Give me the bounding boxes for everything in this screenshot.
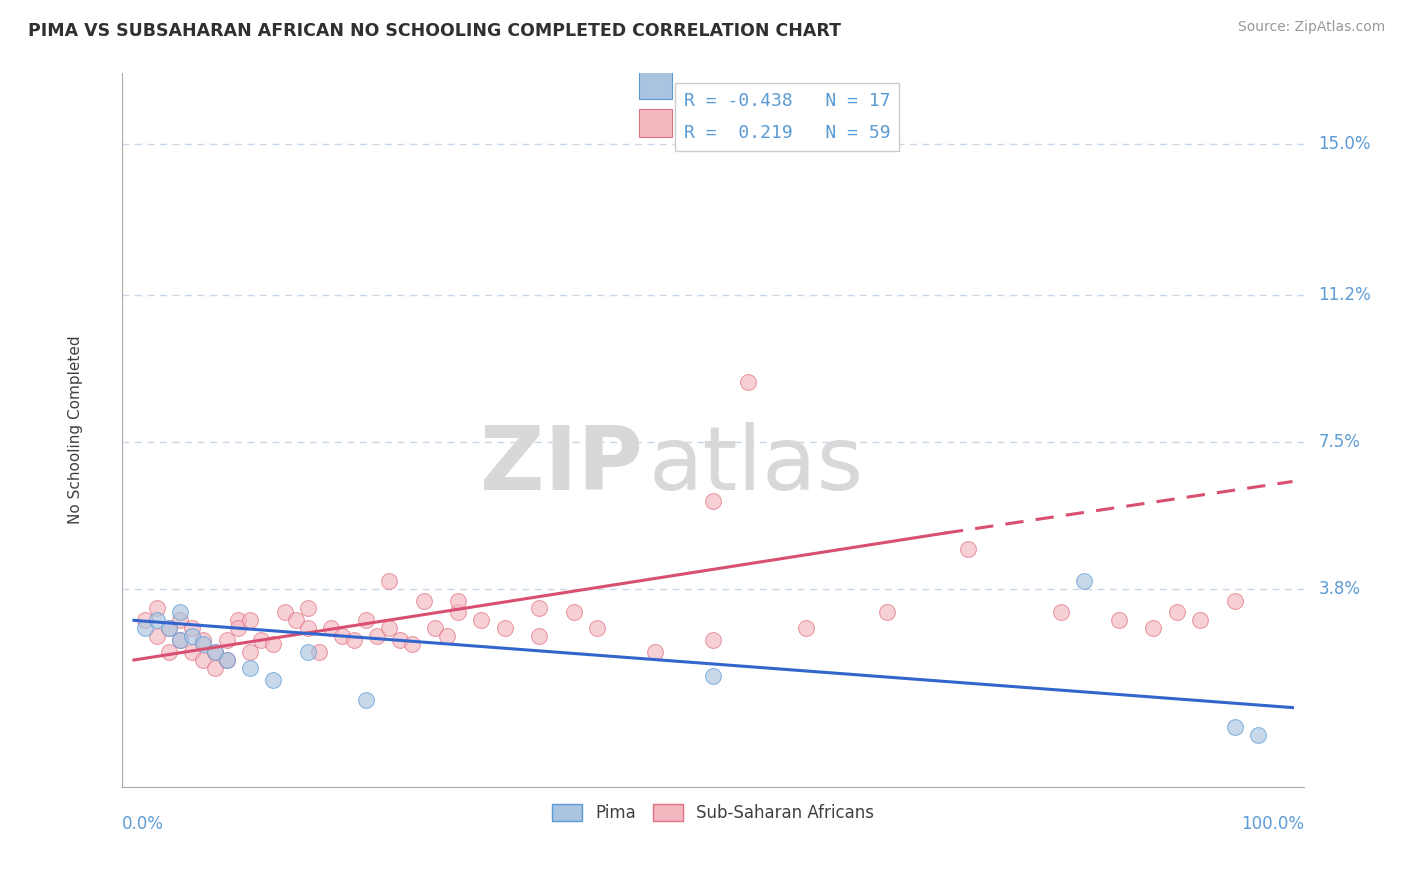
Point [134,613,156,627]
Text: R = -0.438   N = 17
R =  0.219   N = 59: R = -0.438 N = 17 R = 0.219 N = 59 [683,92,890,142]
Text: 11.2%: 11.2% [1319,286,1371,304]
Point [737,376,759,390]
Point [215,653,238,667]
Point [157,621,180,635]
Point [529,629,551,643]
Point [378,574,401,588]
Point [297,601,319,615]
Text: 7.5%: 7.5% [1319,433,1360,450]
Point [193,633,215,648]
Point [644,645,666,659]
Point [876,606,898,620]
Text: 0.0%: 0.0% [122,815,165,833]
Point [529,601,551,615]
Point [1223,721,1246,735]
Text: PIMA VS SUBSAHARAN AFRICAN NO SCHOOLING COMPLETED CORRELATION CHART: PIMA VS SUBSAHARAN AFRICAN NO SCHOOLING … [28,22,841,40]
Point [343,633,366,648]
Point [250,633,273,648]
Point [1049,606,1071,620]
Point [157,621,180,635]
Point [169,633,191,648]
Point [1166,606,1188,620]
Point [204,645,226,659]
Point [169,633,191,648]
Point [366,629,388,643]
Point [1108,613,1130,627]
Text: 3.8%: 3.8% [1319,580,1360,598]
Point [1247,728,1270,742]
Point [262,637,284,651]
Point [193,653,215,667]
Point [957,541,980,556]
Point [412,593,434,607]
Point [447,593,470,607]
Point [146,601,169,615]
Point [297,645,319,659]
Point [308,645,330,659]
Point [319,621,342,635]
Point [1142,621,1164,635]
Point [193,637,215,651]
Point [378,621,401,635]
Point [169,613,191,627]
Point [180,621,202,635]
Point [215,633,238,648]
Point [180,645,202,659]
Point [586,621,609,635]
Point [562,606,585,620]
Point [1188,613,1211,627]
Point [354,613,377,627]
Point [226,613,249,627]
Point [702,494,724,508]
FancyBboxPatch shape [640,109,672,137]
Point [702,633,724,648]
Point [470,613,492,627]
Point [423,621,446,635]
FancyBboxPatch shape [640,70,672,99]
Point [702,669,724,683]
Point [134,621,156,635]
Point [332,629,354,643]
Point [169,606,191,620]
Text: No Schooling Completed: No Schooling Completed [67,335,83,524]
Point [436,629,458,643]
Text: 15.0%: 15.0% [1319,136,1371,153]
Point [354,692,377,706]
Point [401,637,423,651]
Point [1223,593,1246,607]
Point [262,673,284,687]
Text: ZIP: ZIP [479,422,643,509]
Point [204,645,226,659]
Point [157,645,180,659]
Text: Source: ZipAtlas.com: Source: ZipAtlas.com [1237,20,1385,34]
Point [204,661,226,675]
Point [494,621,516,635]
Point [285,613,308,627]
Point [447,606,470,620]
Text: atlas: atlas [648,422,863,509]
Point [239,613,262,627]
Point [226,621,249,635]
Point [1073,574,1095,588]
Point [273,606,295,620]
Point [146,629,169,643]
Point [239,645,262,659]
Point [215,653,238,667]
Point [794,621,817,635]
Text: 100.0%: 100.0% [1241,815,1305,833]
Point [239,661,262,675]
Legend: Pima, Sub-Saharan Africans: Pima, Sub-Saharan Africans [546,797,882,829]
Point [146,613,169,627]
Point [180,629,202,643]
Point [297,621,319,635]
Point [389,633,412,648]
